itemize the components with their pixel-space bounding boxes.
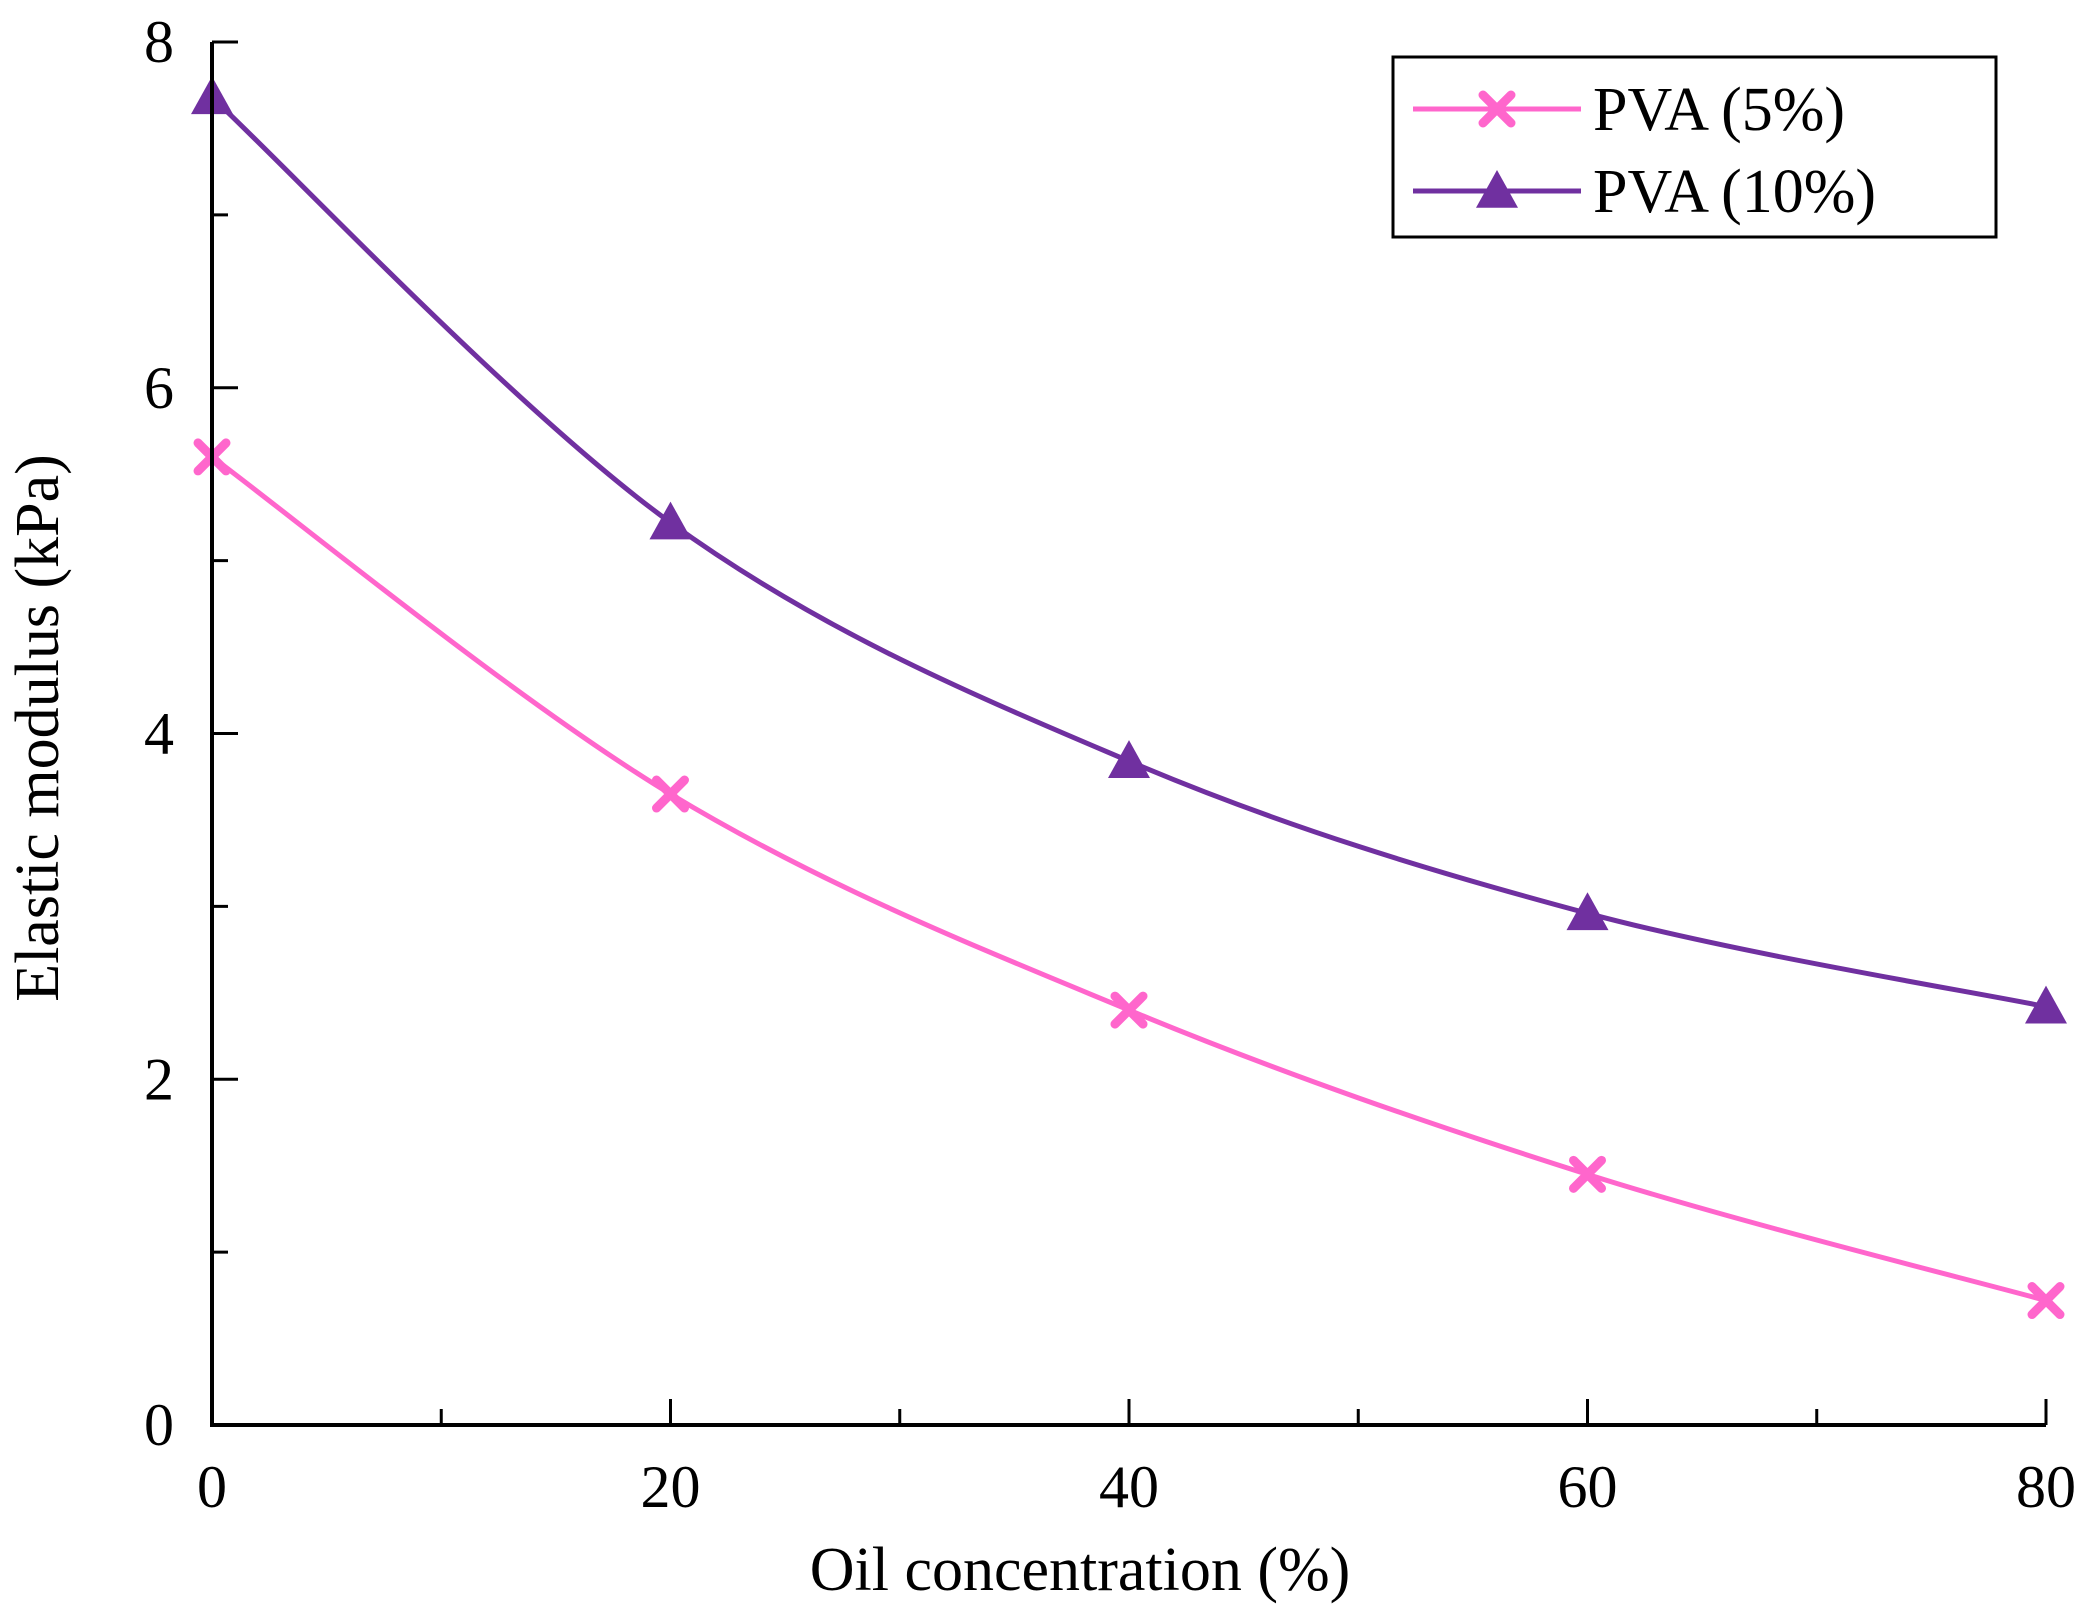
plot-lines	[210, 95, 2047, 1303]
data-point-marker	[649, 501, 692, 540]
data-point-marker	[1110, 991, 1148, 1029]
series-line-1	[210, 454, 2047, 1303]
ticks: 0 20 40 60 80 0 2 4 6 8	[144, 9, 2076, 1520]
x-tick-label: 60	[1558, 1454, 1618, 1520]
legend: PVA (5%) PVA (10%)	[1391, 55, 1998, 239]
data-point-marker	[1108, 740, 1150, 778]
y-tick-label: 4	[144, 701, 174, 767]
legend-marker-2	[1476, 170, 1518, 208]
data-point-marker	[1569, 1155, 1606, 1193]
y-tick-label: 0	[144, 1392, 174, 1458]
series-line-2	[210, 95, 2047, 1010]
plot-markers	[191, 76, 2067, 1320]
x-tick-label: 40	[1099, 1454, 1159, 1520]
y-tick-label: 6	[144, 355, 174, 421]
legend-label-2: PVA (10%)	[1593, 158, 1876, 226]
y-axis-title: Elastic modulus (kPa)	[4, 454, 72, 1002]
data-point-marker	[2027, 1282, 2065, 1320]
y-tick-label: 2	[144, 1046, 174, 1112]
data-point-marker	[2025, 985, 2067, 1024]
x-tick-label: 20	[641, 1454, 701, 1520]
legend-label-1: PVA (5%)	[1593, 76, 1845, 144]
data-point-marker	[1566, 892, 1609, 931]
x-tick-label: 80	[2016, 1454, 2076, 1520]
x-tick-label: 0	[197, 1454, 227, 1520]
y-tick-label: 8	[144, 9, 174, 75]
axes	[210, 42, 2046, 1427]
x-axis-title: Oil concentration (%)	[810, 1536, 1351, 1604]
data-point-marker	[652, 775, 689, 813]
legend-marker-1	[1478, 90, 1516, 128]
